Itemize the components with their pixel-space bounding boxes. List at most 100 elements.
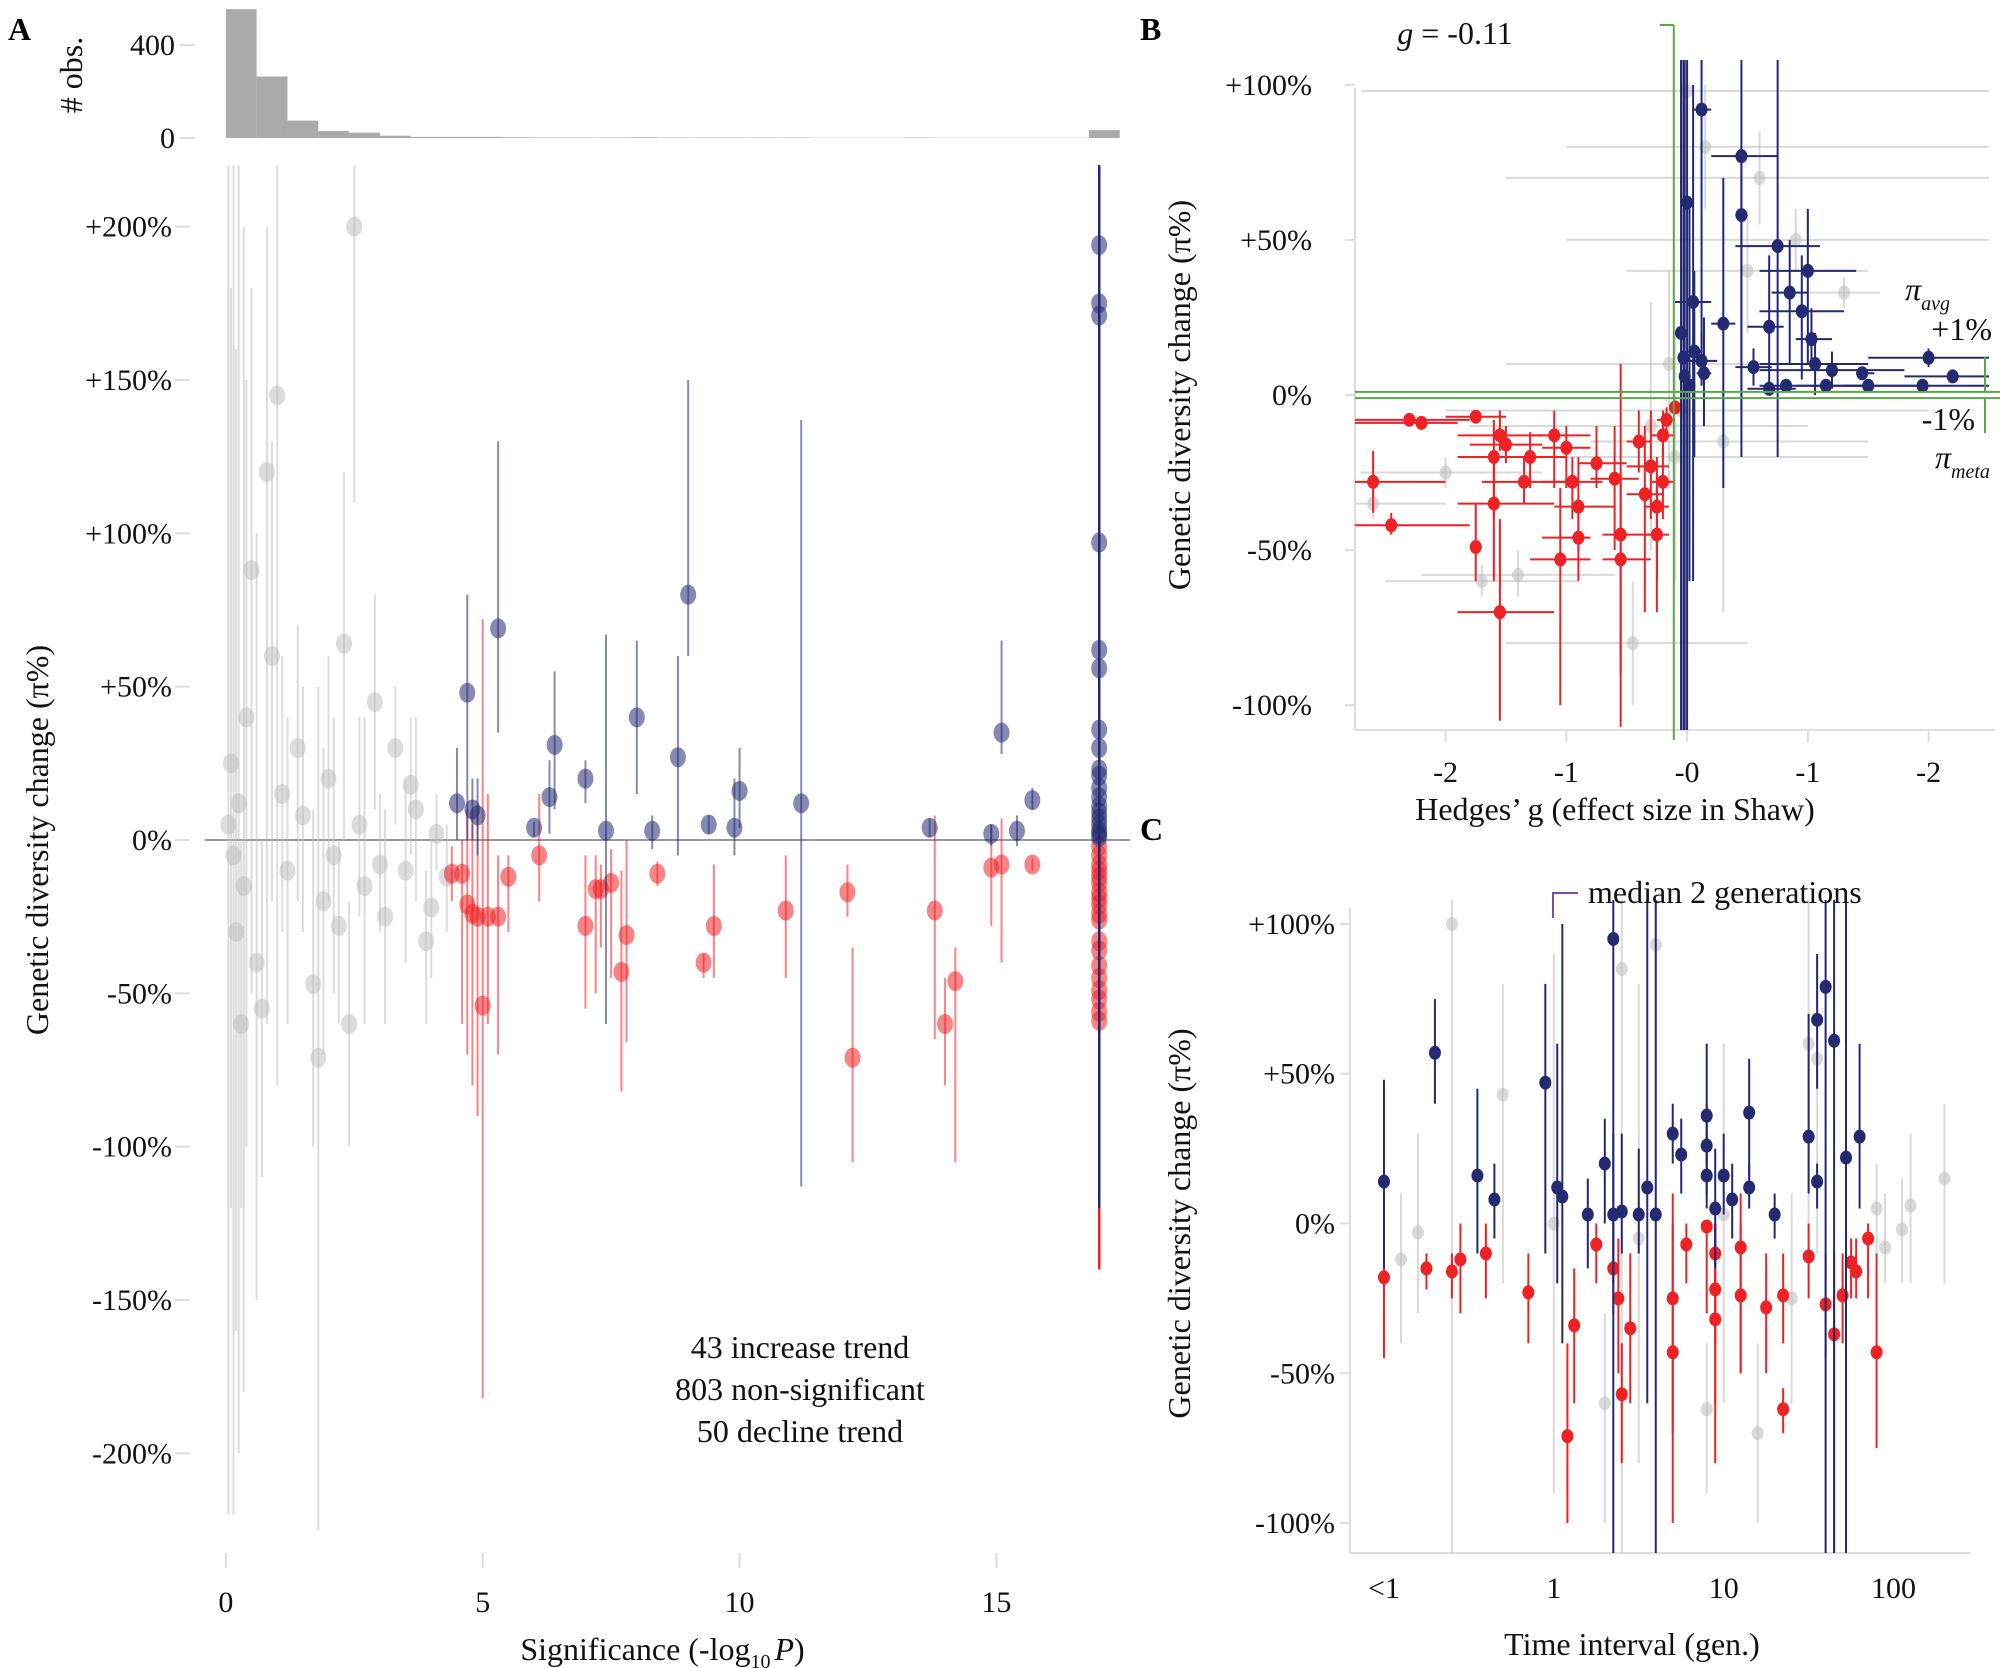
nonsig-marker	[335, 633, 352, 654]
nonsig-marker	[346, 216, 363, 237]
increase-marker	[1840, 1150, 1852, 1165]
nonsig-marker	[243, 560, 260, 581]
decline-point	[947, 947, 964, 1162]
nonsig-point	[1598, 1313, 1611, 1524]
decline-marker	[1469, 409, 1482, 424]
nonsig-marker	[423, 897, 440, 918]
decline-point	[1862, 1223, 1875, 1299]
decline-point	[1479, 1223, 1492, 1299]
nonsig-point	[1938, 1103, 1951, 1284]
decline-point	[1602, 472, 1651, 727]
nonsig-point	[305, 809, 322, 1147]
decline-marker	[1612, 1291, 1625, 1306]
nonsig-point	[1394, 1193, 1407, 1344]
decline-point	[1445, 409, 1506, 424]
decline-point	[1626, 410, 1651, 473]
decline-point	[777, 855, 794, 978]
increase-marker	[1675, 1147, 1688, 1162]
nonsig-point	[377, 809, 394, 1024]
decline-point	[1850, 1238, 1863, 1299]
increase-point	[1711, 177, 1736, 489]
increase-point	[1632, 1148, 1645, 1254]
decline-marker	[1445, 1264, 1458, 1279]
y-tick-label: 0%	[1272, 379, 1312, 412]
increase-point	[1726, 1163, 1739, 1239]
increase-marker	[1768, 1207, 1781, 1222]
increase-marker	[1743, 1180, 1756, 1195]
decline-marker	[839, 882, 856, 903]
nonsig-marker	[1411, 1225, 1424, 1240]
decline-point	[1626, 410, 1669, 520]
nonsig-point	[1870, 1163, 1883, 1254]
increase-point	[1904, 369, 1989, 384]
increase-point	[921, 817, 938, 838]
decline-point	[1355, 415, 1458, 430]
increase-marker	[1697, 366, 1710, 381]
nonsig-marker	[330, 915, 347, 936]
increase-marker	[1946, 369, 1959, 384]
nonsig-point	[1496, 983, 1509, 1284]
decline-marker	[454, 863, 471, 884]
x-tick-label: -0	[1675, 756, 1700, 789]
panel-c: +100% +50% 0% -50% -100% <1 1 10 100 median 2 ge…	[1161, 874, 1970, 1662]
nonsig-marker	[279, 860, 296, 881]
panel-b-x-axis-title: Hedges’ g (effect size in Shaw)	[1415, 791, 1815, 827]
increase-marker	[1615, 1204, 1628, 1219]
x-axis-title-variable: P	[773, 1631, 794, 1667]
decline-marker	[1522, 1285, 1535, 1300]
nonsig-marker	[305, 974, 322, 995]
pi-avg-value: +1%	[1931, 311, 1992, 347]
panel-c-annotations: median 2 generations	[1551, 874, 1862, 918]
increase-marker	[541, 787, 558, 808]
legend-entry-increase: 43 increase trend	[691, 1329, 910, 1365]
increase-marker	[1091, 826, 1108, 847]
panel-label-c: C	[1140, 811, 1163, 847]
nonsig-marker	[387, 738, 404, 758]
g-annotation-label: g = -0.11	[1397, 15, 1513, 51]
increase-point	[1768, 1193, 1781, 1239]
decline-marker	[1572, 530, 1585, 545]
nonsig-marker	[248, 952, 265, 973]
increase-marker	[1856, 366, 1869, 381]
decline-point	[1760, 1253, 1773, 1374]
decline-marker	[1777, 1402, 1790, 1417]
increase-point	[577, 760, 594, 804]
nonsig-point	[1896, 1178, 1909, 1284]
y-tick-label: -50%	[107, 977, 172, 1010]
increase-marker	[644, 820, 661, 841]
legend-entry-nonsig: 803 non-significant	[675, 1371, 925, 1407]
increase-marker	[628, 707, 645, 728]
decline-marker	[1614, 552, 1627, 567]
increase-marker	[1763, 319, 1776, 334]
decline-point	[1870, 1253, 1883, 1449]
decline-marker	[1554, 552, 1567, 567]
increase-point	[541, 760, 558, 834]
increase-marker	[577, 768, 594, 789]
increase-marker	[1801, 263, 1814, 278]
nonsig-point	[225, 165, 242, 1515]
nonsig-marker	[1669, 450, 1681, 465]
decline-point	[926, 815, 943, 1040]
increase-point	[1828, 900, 1841, 1553]
decline-point	[1612, 1238, 1625, 1374]
increase-point	[1856, 366, 1875, 381]
decline-point	[613, 870, 630, 1092]
decline-point	[1530, 488, 1591, 706]
increase-point	[1802, 1013, 1815, 1194]
y-tick-label: +100%	[1248, 908, 1335, 941]
decline-point	[1578, 426, 1627, 489]
nonsig-point	[248, 533, 265, 1300]
y-tick-label: -50%	[1270, 1357, 1335, 1390]
increase-marker	[1783, 285, 1796, 300]
increase-marker	[490, 618, 507, 639]
decline-marker	[1493, 605, 1506, 620]
decline-point	[695, 952, 712, 978]
g-value: = -0.11	[1413, 15, 1513, 51]
nonsig-marker	[325, 845, 342, 866]
increase-point	[546, 671, 563, 810]
decline-point	[993, 818, 1010, 963]
decline-marker	[1024, 854, 1041, 875]
decline-point	[1355, 512, 1470, 535]
nonsig-marker	[233, 1014, 250, 1034]
